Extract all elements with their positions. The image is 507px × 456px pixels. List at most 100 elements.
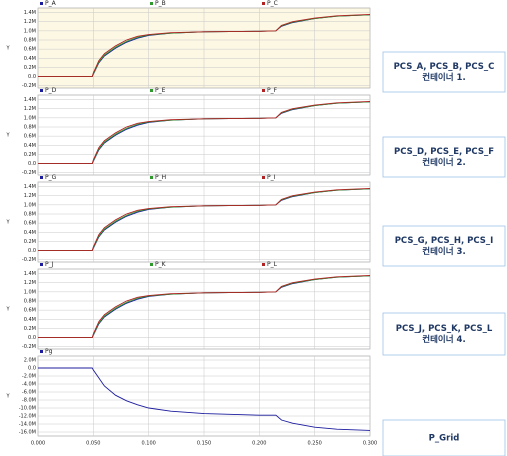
y-tick-label: 2.0M: [24, 358, 36, 364]
y-tick-label: 1.2M: [24, 106, 36, 112]
y-tick-label: 0.2M: [24, 152, 36, 158]
y-tick-label: 1.0M: [24, 115, 36, 121]
y-axis-label: Y: [5, 394, 10, 400]
y-tick-label: 0.4M: [24, 230, 36, 236]
y-tick-label: -2.0M: [22, 374, 36, 380]
legend-label: P_E: [155, 87, 166, 94]
series-line: [38, 187, 371, 252]
y-tick-label: 0.0: [28, 74, 36, 80]
y-tick-label: 0.0: [28, 335, 36, 341]
x-tick-label: 0.100: [142, 441, 156, 447]
container-label: P_Grid: [429, 434, 460, 444]
legend-label: P_D: [45, 87, 57, 94]
y-tick-label: 0.2M: [24, 65, 36, 71]
legend-label: P_J: [45, 261, 54, 268]
legend-label: P_I: [267, 174, 276, 181]
y-tick-label: 0.4M: [24, 56, 36, 62]
y-tick-label: 1.4M: [24, 271, 36, 277]
series-line: [38, 101, 371, 165]
y-tick-label: 0.0: [28, 161, 36, 167]
legend-label: P_A: [45, 0, 57, 7]
container-label: 컨테이너 2.: [422, 157, 465, 168]
y-tick-label: 1.4M: [24, 10, 36, 16]
container-label: PCS_A, PCS_B, PCS_C: [394, 62, 495, 72]
y-tick-label: -0.2M: [22, 257, 36, 263]
y-tick-label: 0.8M: [24, 125, 36, 131]
y-tick-label: 1.2M: [24, 19, 36, 25]
y-axis-label: Y: [5, 220, 10, 226]
legend-swatch: [262, 263, 265, 266]
y-tick-label: 0.6M: [24, 134, 36, 140]
legend-label: P_F: [267, 87, 278, 94]
series-line: [38, 367, 371, 431]
legend-swatch: [262, 2, 265, 5]
legend-swatch: [40, 176, 43, 179]
legend-swatch: [150, 263, 153, 266]
y-tick-label: 0.6M: [24, 308, 36, 314]
label-box: [382, 136, 506, 178]
y-tick-label: -16.0M: [19, 430, 36, 436]
label-box: [382, 225, 506, 267]
legend-label: P_B: [155, 0, 166, 7]
legend-label: P_L: [267, 261, 278, 268]
x-tick-label: 0.200: [252, 441, 266, 447]
container-label: PCS_D, PCS_E, PCS_F: [394, 147, 494, 157]
series-line: [38, 14, 371, 78]
container-label: PCS_G, PCS_H, PCS_I: [395, 236, 494, 246]
legend-label: P_C: [267, 0, 278, 7]
series-line: [38, 275, 371, 339]
label-box: [382, 312, 506, 356]
series-line: [38, 100, 371, 165]
y-axis-label: Y: [5, 307, 10, 313]
y-tick-label: -14.0M: [19, 422, 36, 428]
legend-label: P_G: [45, 174, 57, 181]
y-tick-label: 0.4M: [24, 143, 36, 149]
container-label: PCS_J, PCS_K, PCS_L: [396, 324, 493, 334]
y-tick-label: -10.0M: [19, 406, 36, 412]
x-tick-label: 0.000: [31, 441, 45, 447]
series-line: [38, 274, 371, 339]
legend-swatch: [40, 350, 43, 353]
y-tick-label: -0.2M: [22, 344, 36, 350]
y-tick-label: 0.0: [28, 366, 36, 372]
label-box: [382, 419, 506, 456]
x-tick-label: 0.150: [197, 441, 211, 447]
legend-label: P_K: [155, 261, 167, 268]
y-tick-label: -4.0M: [22, 382, 36, 388]
y-tick-label: 0.8M: [24, 38, 36, 44]
y-tick-label: 0.6M: [24, 47, 36, 53]
y-tick-label: -12.0M: [19, 414, 36, 420]
legend-swatch: [150, 89, 153, 92]
y-tick-label: 0.8M: [24, 299, 36, 305]
y-tick-label: 1.0M: [24, 289, 36, 295]
legend-swatch: [40, 89, 43, 92]
legend-swatch: [262, 89, 265, 92]
y-axis-label: Y: [5, 133, 10, 139]
series-line: [38, 13, 371, 78]
container-label: 컨테이너 4.: [422, 334, 465, 345]
y-tick-label: -0.2M: [22, 83, 36, 89]
y-tick-label: 1.2M: [24, 280, 36, 286]
x-tick-label: 0.250: [308, 441, 322, 447]
legend-swatch: [40, 2, 43, 5]
y-tick-label: 0.8M: [24, 212, 36, 218]
y-tick-label: 0.2M: [24, 326, 36, 332]
y-tick-label: 1.2M: [24, 193, 36, 199]
legend-label: P_H: [155, 174, 166, 181]
legend-swatch: [40, 263, 43, 266]
series-line: [38, 188, 371, 252]
y-tick-label: -8.0M: [22, 398, 36, 404]
legend-swatch: [150, 2, 153, 5]
container-label: 컨테이너 3.: [422, 246, 465, 257]
x-tick-label: 0.300: [363, 441, 377, 447]
y-tick-label: 0.0: [28, 248, 36, 254]
y-tick-label: 0.6M: [24, 221, 36, 227]
x-tick-label: 0.050: [86, 441, 100, 447]
y-tick-label: -0.2M: [22, 170, 36, 176]
legend-swatch: [262, 176, 265, 179]
container-label: 컨테이너 1.: [422, 72, 465, 83]
y-tick-label: 1.0M: [24, 202, 36, 208]
y-tick-label: 0.2M: [24, 239, 36, 245]
